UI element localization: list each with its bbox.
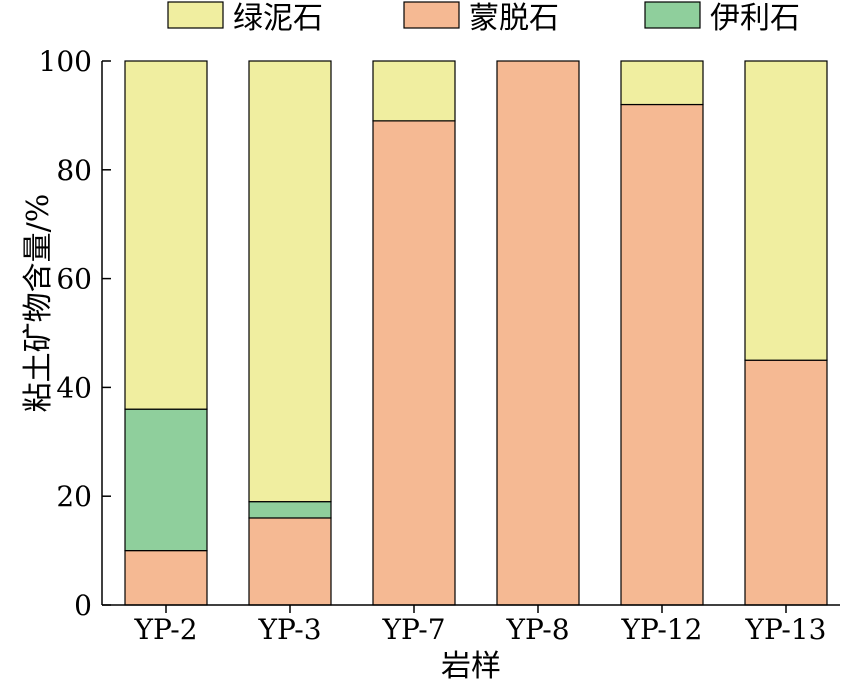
axes-group: [101, 61, 840, 606]
y-axis-title: 粘土矿物含量/%: [21, 194, 56, 413]
x-tick-label: YP-3: [257, 613, 321, 646]
legend-swatch-绿泥石: [167, 1, 224, 29]
y-ticks: 0 20 40 60 80 100: [39, 45, 111, 622]
bars-group: [124, 60, 828, 606]
bar-segment-yp-7-蒙脱石: [372, 120, 456, 606]
legend: 绿泥石 蒙脱石 伊利石: [167, 1, 800, 36]
y-tick-label: 40: [56, 371, 92, 404]
bar-segment-yp-8-蒙脱石: [496, 60, 580, 606]
x-axis-title: 岩样: [441, 649, 501, 683]
bar-segment-yp-2-蒙脱石: [124, 549, 208, 606]
y-tick-label: 80: [56, 154, 92, 187]
bar-segment-yp-3-绿泥石: [248, 60, 332, 503]
bar-segment-yp-12-蒙脱石: [620, 103, 704, 606]
bar-segment-yp-13-蒙脱石: [744, 359, 828, 606]
bar-segment-yp-12-绿泥石: [620, 60, 704, 106]
legend-label: 蒙脱石: [469, 1, 559, 36]
bar-segment-yp-13-绿泥石: [744, 60, 828, 361]
x-tick-label: YP-13: [745, 613, 827, 646]
bar-segment-yp-3-伊利石: [248, 501, 332, 519]
y-tick-label: 60: [56, 263, 92, 296]
bar-segment-yp-2-伊利石: [124, 408, 208, 552]
legend-label: 伊利石: [710, 1, 800, 36]
legend-label: 绿泥石: [233, 1, 323, 36]
y-tick-label: 0: [74, 589, 92, 622]
y-tick-label: 100: [39, 45, 92, 78]
bar-segment-yp-7-绿泥石: [372, 60, 456, 122]
x-ticks: YP-2 YP-3 YP-7 YP-8 YP-12 YP-13: [133, 605, 826, 646]
x-tick-label: YP-8: [505, 613, 569, 646]
legend-swatch-伊利石: [644, 1, 701, 29]
bar-segment-yp-2-绿泥石: [124, 60, 208, 410]
x-tick-label: YP-7: [381, 613, 445, 646]
y-tick-label: 20: [56, 480, 92, 513]
bar-segment-yp-3-蒙脱石: [248, 517, 332, 606]
x-tick-label: YP-2: [133, 613, 197, 646]
legend-swatch-蒙脱石: [403, 1, 460, 29]
x-tick-label: YP-12: [621, 613, 703, 646]
